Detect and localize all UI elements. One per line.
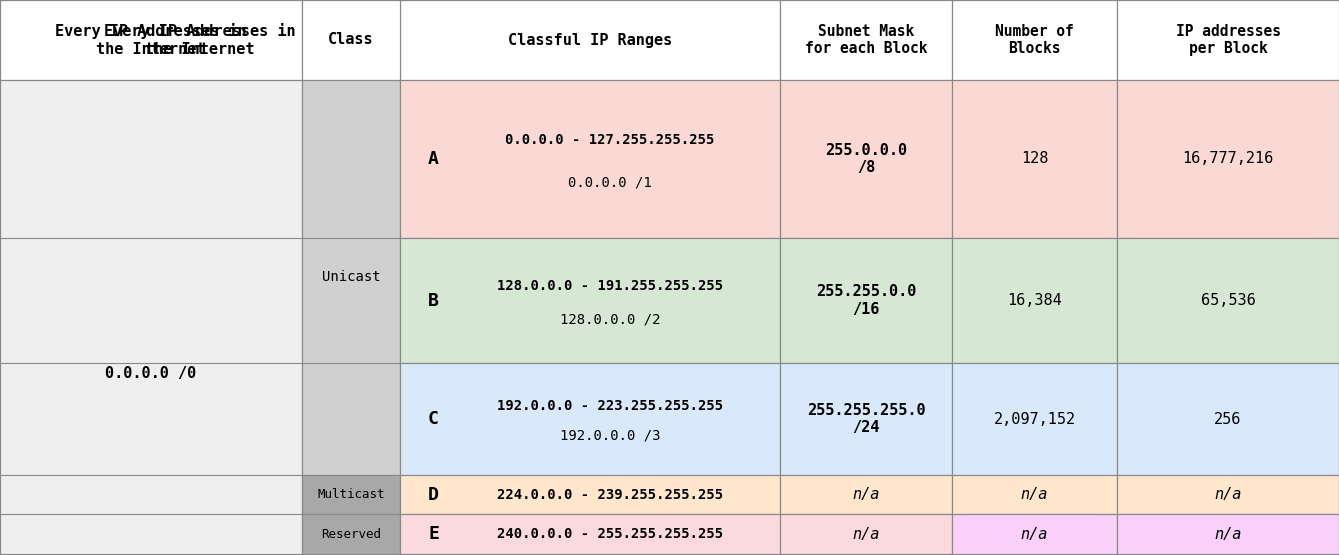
Text: 0.0.0.0 - 127.255.255.255: 0.0.0.0 - 127.255.255.255 [505,133,715,147]
Text: Reserved: Reserved [321,527,382,541]
Bar [0,0,303,80]
Text: Unicast: Unicast [321,270,380,285]
Text: 128.0.0.0 - 191.255.255.255: 128.0.0.0 - 191.255.255.255 [497,279,723,292]
Text: 128.0.0.0 /2: 128.0.0.0 /2 [560,312,660,326]
Bar [400,80,781,238]
Text: n/a: n/a [1214,527,1241,542]
Bar [303,80,400,475]
Text: Class: Class [328,33,374,48]
Text: 240.0.0.0 - 255.255.255.255: 240.0.0.0 - 255.255.255.255 [497,527,723,541]
Text: 192.0.0.0 /3: 192.0.0.0 /3 [560,429,660,443]
Text: Multicast: Multicast [317,488,384,501]
Bar [400,475,781,514]
Text: Every IP Addresses in
the Internet: Every IP Addresses in the Internet [55,23,246,57]
Text: E: E [428,525,439,543]
Text: D: D [428,486,439,503]
Text: B: B [428,291,439,310]
Text: 256: 256 [1214,411,1241,426]
Text: n/a: n/a [853,487,880,502]
Bar [1117,363,1339,475]
Text: 16,384: 16,384 [1007,293,1062,308]
Text: n/a: n/a [1020,527,1048,542]
Text: 16,777,216: 16,777,216 [1182,152,1273,166]
Text: Number of
Blocks: Number of Blocks [995,24,1074,56]
Bar [1117,0,1339,80]
Text: 255.255.0.0
/16: 255.255.0.0 /16 [815,284,916,317]
Bar [1117,238,1339,363]
Text: A: A [428,150,439,168]
Bar [400,0,781,80]
Bar [303,514,400,554]
Bar [303,475,400,514]
Bar [0,80,303,554]
Bar [1117,80,1339,238]
Bar [781,475,952,514]
Bar [400,238,781,363]
Text: 65,536: 65,536 [1201,293,1256,308]
Bar [781,238,952,363]
Bar [952,0,1117,80]
Bar [952,363,1117,475]
Text: 255.255.255.0
/24: 255.255.255.0 /24 [806,403,925,435]
Bar [952,514,1117,554]
Bar [0,0,400,80]
Bar [400,363,781,475]
Bar [952,80,1117,238]
Text: Every IP Addresses in
the Internet: Every IP Addresses in the Internet [104,23,296,57]
Text: 0.0.0.0 /0: 0.0.0.0 /0 [106,366,197,381]
Text: 0.0.0.0 /1: 0.0.0.0 /1 [568,176,652,190]
Text: n/a: n/a [1214,487,1241,502]
Bar [952,238,1117,363]
Text: 192.0.0.0 - 223.255.255.255: 192.0.0.0 - 223.255.255.255 [497,398,723,412]
Bar [952,475,1117,514]
Text: IP addresses
per Block: IP addresses per Block [1176,24,1280,56]
Text: 224.0.0.0 - 239.255.255.255: 224.0.0.0 - 239.255.255.255 [497,487,723,502]
Bar [781,363,952,475]
Bar [1117,514,1339,554]
Text: C: C [428,410,439,428]
Bar [781,80,952,238]
Text: Classful IP Ranges: Classful IP Ranges [507,33,672,48]
Bar [400,514,781,554]
Bar [781,0,952,80]
Text: n/a: n/a [853,527,880,542]
Text: 128: 128 [1020,152,1048,166]
Text: n/a: n/a [1020,487,1048,502]
Text: Subnet Mask
for each Block: Subnet Mask for each Block [805,24,927,56]
Bar [781,514,952,554]
Bar [1117,475,1339,514]
Text: 255.0.0.0
/8: 255.0.0.0 /8 [825,143,907,175]
Bar [303,0,400,80]
Text: 2,097,152: 2,097,152 [994,411,1075,426]
